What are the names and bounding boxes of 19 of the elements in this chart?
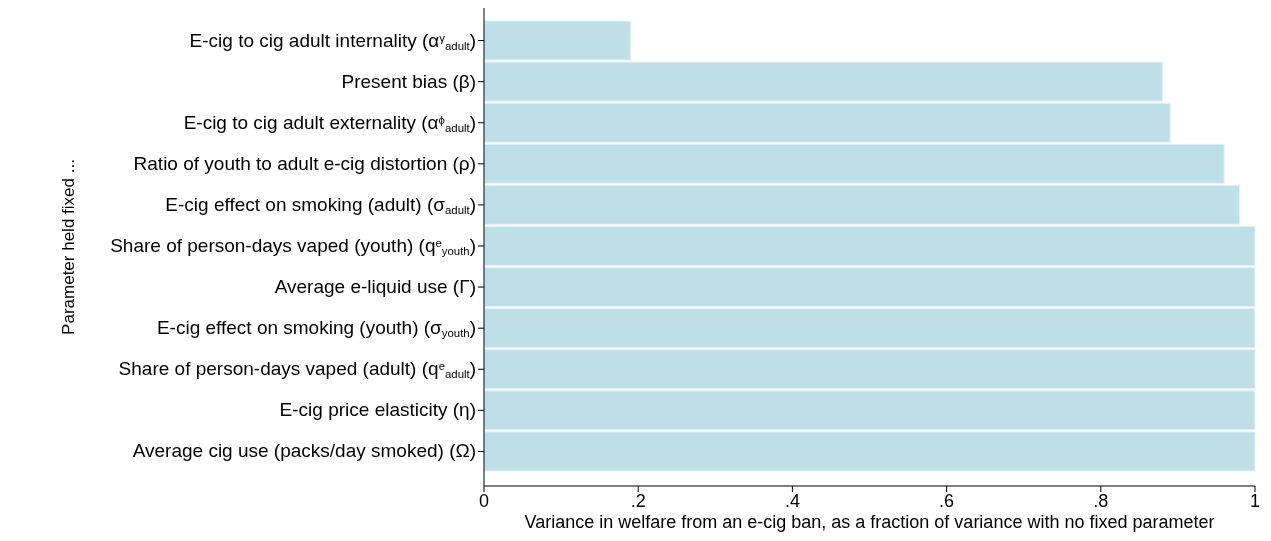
x-tick-label: .8 [1093, 490, 1109, 511]
y-tick-label: Share of person-days vaped (adult) (q$^{e}$$_{adult}$) [118, 358, 476, 381]
x-axis-title: Variance in welfare from an e-cig ban, as a fraction of variance with no fixed parameter [524, 512, 1215, 532]
y-tick-label: E-cig price elasticity (η) [279, 399, 476, 421]
y-tick-label: E-cig effect on smoking (youth) (σ$_{youth}$) [156, 317, 476, 339]
x-tick-label: 0 [478, 490, 490, 511]
x-tick-label: .2 [630, 490, 646, 511]
x-tick-label: 1 [1249, 490, 1261, 511]
y-tick-label: E-cig effect on smoking (adult) (σ$_{adult}$) [165, 193, 476, 216]
y-tick-label: Average cig use (packs/day smoked) (Ω) [132, 440, 476, 462]
y-tick-label: Ratio of youth to adult e-cig distortion (ρ) [133, 152, 476, 174]
y-axis-title: Parameter held fixed ... [59, 159, 79, 335]
y-tick-label: Present bias (β) [341, 70, 476, 92]
y-tick-label: Share of person-days vaped (youth) (q$^{e}$$_{youth}$) [110, 235, 476, 257]
y-tick-label: E-cig to cig adult externality (α$^{ϕ}$$_{adult}$) [183, 111, 476, 134]
x-tick-label: .4 [784, 490, 800, 511]
y-tick-label: Average e-liquid use (Γ) [274, 276, 476, 298]
x-tick-label: .6 [939, 490, 955, 511]
y-tick-label: E-cig to cig adult internality (α$^{γ}$$_{adult}$) [189, 29, 476, 52]
